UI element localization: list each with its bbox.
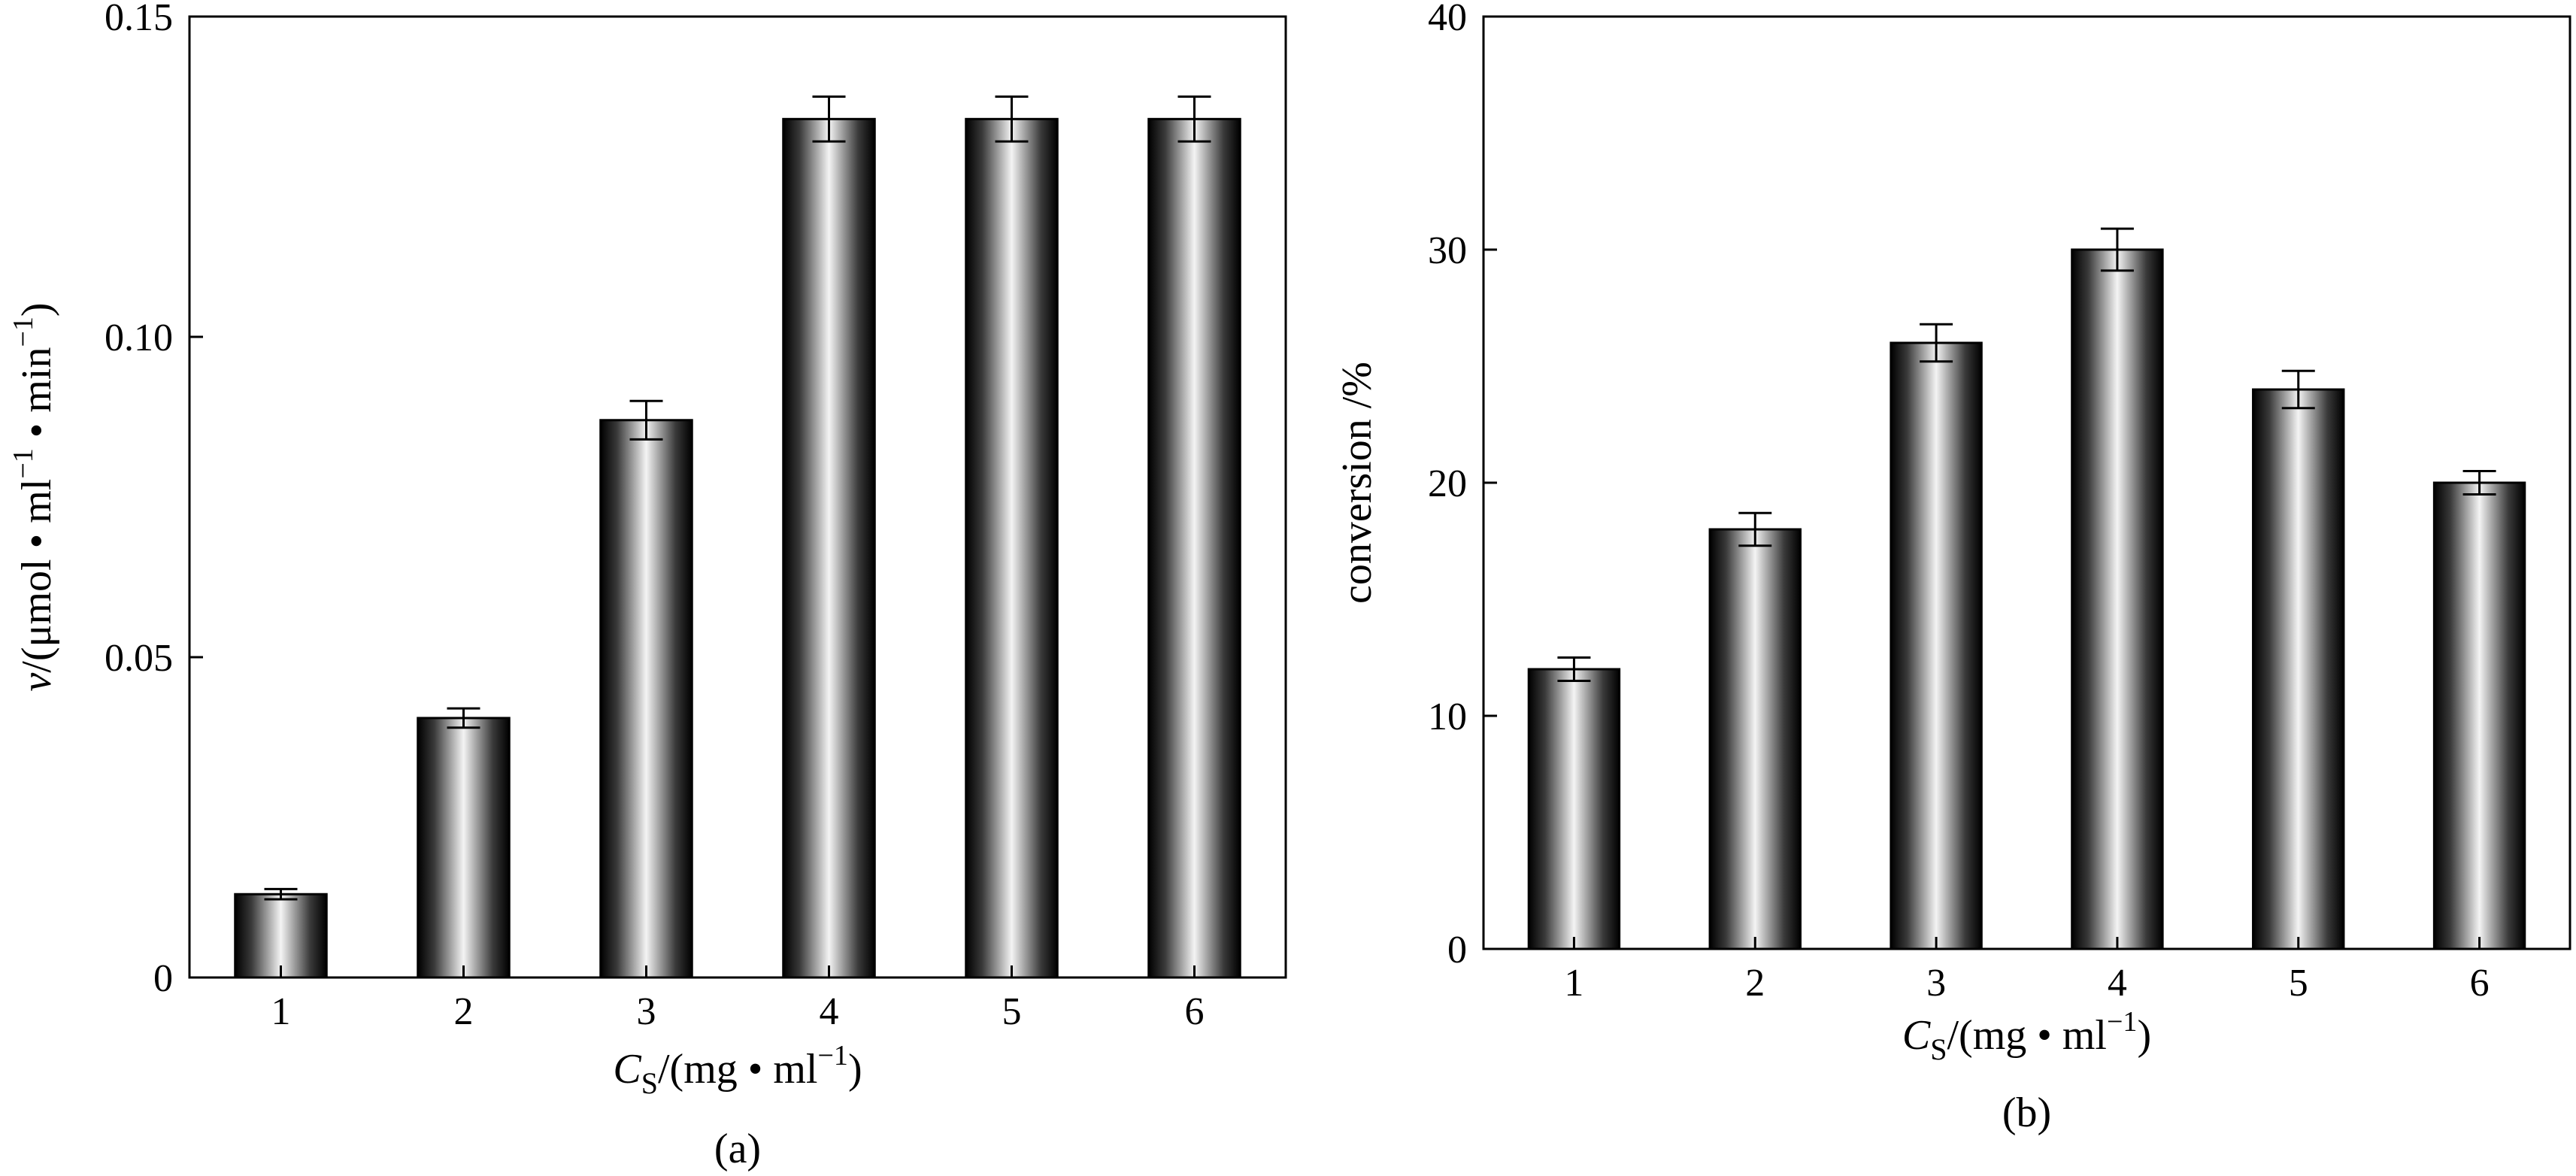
x-tick-label: 6 bbox=[2470, 962, 2490, 1005]
plot-frame bbox=[1482, 15, 2571, 950]
y-tick-label: 40 bbox=[1428, 0, 1467, 39]
x-axis-label: CS/(mg • ml−1) bbox=[1902, 1006, 2151, 1066]
x-axis-label: CS/(mg • ml−1) bbox=[613, 1040, 862, 1100]
x-tick-label: 5 bbox=[2289, 962, 2308, 1005]
bar-6 bbox=[2432, 481, 2526, 950]
bar-2 bbox=[1708, 528, 1802, 950]
x-tick-label: 5 bbox=[1002, 990, 1022, 1033]
x-tick-label: 3 bbox=[637, 990, 656, 1033]
bar-5 bbox=[965, 117, 1059, 979]
bar-1 bbox=[234, 893, 328, 979]
chart-panel-a: 0 0.05 0.10 0.15 1 2 3 4 5 6 CS/(mg • ml−1) v/(μmol… bbox=[8, 0, 1287, 1172]
x-tick-label: 6 bbox=[1185, 990, 1205, 1033]
y-tick-label: 30 bbox=[1428, 229, 1467, 272]
y-tick-label: 0 bbox=[153, 957, 173, 1000]
bar-2 bbox=[417, 717, 511, 979]
x-tick-label: 1 bbox=[1564, 962, 1583, 1005]
x-tick-label: 2 bbox=[454, 990, 474, 1033]
y-tick-label: 0.05 bbox=[105, 637, 173, 680]
x-tick-label: 4 bbox=[820, 990, 839, 1033]
plot-frame bbox=[188, 15, 1287, 979]
y-axis-label: conversion /% bbox=[1334, 362, 1380, 604]
y-tick-label: 0 bbox=[1447, 929, 1467, 971]
x-tick-label: 2 bbox=[1745, 962, 1765, 1005]
bar-4 bbox=[2071, 248, 2164, 950]
bar-6 bbox=[1147, 117, 1241, 979]
bar-5 bbox=[2252, 388, 2345, 950]
x-tick-label: 1 bbox=[271, 990, 291, 1033]
bar-3 bbox=[1890, 341, 1983, 950]
y-tick-label: 0.15 bbox=[105, 0, 173, 39]
chart-panel-b: 0 10 20 30 40 1 2 3 4 5 6 CS/(mg • ml−1) conversion … bbox=[1334, 0, 2571, 1136]
y-tick-label: 10 bbox=[1428, 696, 1467, 738]
y-tick-label: 0.10 bbox=[105, 317, 173, 359]
y-axis-label: v/(μmol • ml−1 • min−1) bbox=[8, 302, 60, 691]
x-tick-label: 4 bbox=[2108, 962, 2127, 1005]
panel-label: (b) bbox=[2002, 1090, 2051, 1136]
bar-3 bbox=[599, 419, 693, 979]
bar-4 bbox=[782, 117, 876, 979]
bar-1 bbox=[1527, 668, 1621, 950]
y-tick-label: 20 bbox=[1428, 462, 1467, 505]
x-tick-label: 3 bbox=[1926, 962, 1946, 1005]
panel-label: (a) bbox=[714, 1126, 761, 1172]
